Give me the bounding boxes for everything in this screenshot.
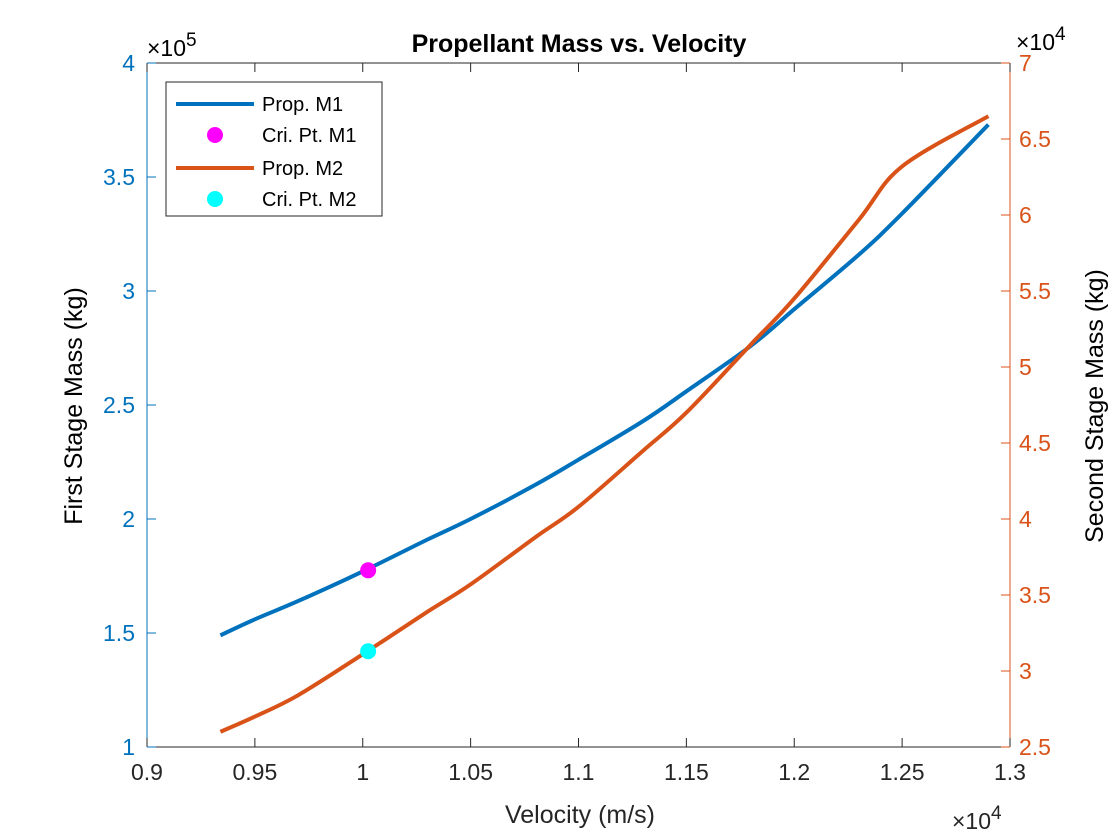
- legend-marker-crit-m1: [207, 127, 223, 143]
- y-right-tick-label: 7: [1019, 50, 1032, 76]
- point-cri-pt-m1: [360, 562, 377, 579]
- legend-marker-crit-m2: [207, 191, 223, 207]
- x-tick-label: 1.25: [880, 759, 925, 785]
- y-left-tick-label: 1: [122, 734, 135, 760]
- y-left-axis-multiplier: ×105: [147, 30, 197, 61]
- legend-label-crit-m2: Cri. Pt. M2: [262, 189, 356, 211]
- x-tick-label: 1.1: [563, 759, 595, 785]
- x-axis-label: Velocity (m/s): [505, 801, 655, 829]
- axes-layer: 0.9 0.95 1 1.05 1.1 1.15 1.2 1.25 1.3 1 1.5 2 2.5 3 3.…: [103, 50, 1051, 785]
- y-right-tick-label: 3: [1019, 658, 1032, 684]
- y-left-axis-label: First Stage Mass (kg): [60, 287, 88, 525]
- x-tick-label: 1.05: [448, 759, 493, 785]
- legend: Prop. M1 Cri. Pt. M1 Prop. M2 Cri. Pt. M…: [165, 81, 383, 217]
- y-right-tick-label: 3.5: [1019, 582, 1051, 608]
- y-left-tick-label: 4: [122, 50, 135, 76]
- y-left-tick-label: 2: [122, 506, 135, 532]
- x-tick-label: 1.3: [994, 759, 1026, 785]
- legend-label-prop-m1: Prop. M1: [262, 94, 343, 116]
- point-cri-pt-m2: [360, 643, 377, 660]
- series-line-prop-m1: [219, 123, 990, 638]
- x-axis-multiplier-base: ×10: [952, 808, 991, 834]
- x-axis-multiplier-exponent: 4: [991, 803, 1002, 824]
- y-right-tick-label: 6.5: [1019, 126, 1051, 152]
- series-line-prop-m2: [219, 114, 990, 734]
- y-right-tick-label: 4: [1019, 506, 1032, 532]
- y-right-axis-multiplier-exponent: 4: [1055, 24, 1066, 45]
- x-tick-label: 1.2: [778, 759, 810, 785]
- x-tick-label: 0.9: [131, 759, 163, 785]
- y-right-axis-label: Second Stage Mass (kg): [1081, 269, 1109, 543]
- y-left-tick-label: 3: [122, 278, 135, 304]
- x-axis-multiplier: ×104: [952, 803, 1002, 834]
- y-left-tick-label: 2.5: [103, 392, 135, 418]
- x-tick-label: 1: [356, 759, 369, 785]
- y-right-tick-label: 5.5: [1019, 278, 1051, 304]
- y-right-axis-multiplier: ×104: [1016, 24, 1066, 55]
- y-right-axis-multiplier-base: ×10: [1016, 29, 1055, 55]
- y-right-tick-label: 4.5: [1019, 430, 1051, 456]
- chart-title: Propellant Mass vs. Velocity: [412, 30, 747, 58]
- y-left-axis-multiplier-exponent: 5: [186, 30, 197, 51]
- x-tick-label: 0.95: [232, 759, 277, 785]
- y-left-tick-label: 3.5: [103, 164, 135, 190]
- y-left-axis-multiplier-base: ×10: [147, 35, 186, 61]
- y-right-tick-label: 5: [1019, 354, 1032, 380]
- x-tick-label: 1.15: [664, 759, 709, 785]
- legend-label-crit-m1: Cri. Pt. M1: [262, 125, 356, 147]
- legend-label-prop-m2: Prop. M2: [262, 158, 343, 180]
- y-right-tick-label: 6: [1019, 202, 1032, 228]
- y-right-tick-label: 2.5: [1019, 734, 1051, 760]
- series-layer: [219, 114, 990, 734]
- y-left-tick-label: 1.5: [103, 620, 135, 646]
